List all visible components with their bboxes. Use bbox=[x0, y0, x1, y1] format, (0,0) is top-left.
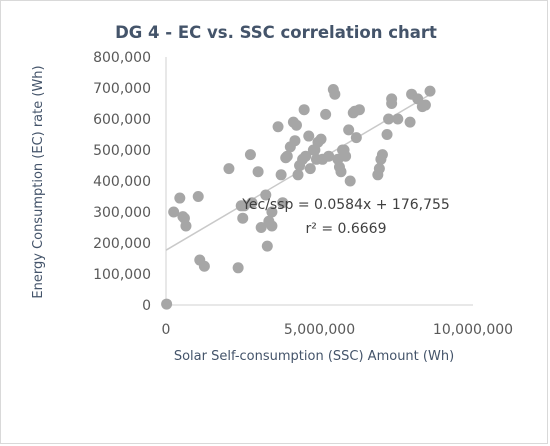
data-point bbox=[277, 197, 289, 209]
y-tick-label: 100,000 bbox=[93, 267, 151, 283]
data-point bbox=[300, 150, 312, 162]
data-point bbox=[353, 104, 365, 116]
chart-title: DG 4 - EC vs. SSC correlation chart bbox=[115, 23, 437, 42]
y-tick-label: 0 bbox=[142, 298, 151, 314]
data-point bbox=[329, 88, 341, 100]
data-point bbox=[266, 206, 278, 218]
y-tick-label: 300,000 bbox=[93, 205, 151, 221]
x-tick-label: 10,000,000 bbox=[433, 322, 513, 338]
data-point bbox=[261, 240, 273, 252]
data-point bbox=[383, 113, 395, 125]
x-tick-label: 5,000,000 bbox=[284, 322, 355, 338]
data-point bbox=[244, 149, 256, 161]
data-point bbox=[198, 260, 210, 272]
data-point bbox=[340, 150, 352, 162]
data-point bbox=[290, 119, 302, 131]
data-point bbox=[392, 113, 404, 125]
data-point bbox=[192, 191, 204, 202]
data-point bbox=[281, 150, 293, 162]
y-tick-label: 800,000 bbox=[93, 50, 151, 66]
data-point bbox=[376, 149, 388, 161]
data-point bbox=[168, 206, 180, 218]
data-point bbox=[404, 116, 416, 128]
data-point bbox=[237, 212, 249, 224]
data-point bbox=[161, 298, 173, 310]
data-point bbox=[344, 175, 356, 187]
data-point bbox=[323, 150, 335, 162]
data-point bbox=[298, 104, 310, 116]
points-layer bbox=[161, 84, 436, 310]
data-point bbox=[335, 166, 347, 178]
data-point bbox=[223, 163, 235, 175]
data-point bbox=[320, 108, 332, 120]
data-point bbox=[275, 169, 287, 181]
data-point bbox=[266, 220, 278, 232]
data-point bbox=[419, 99, 431, 111]
data-point bbox=[424, 85, 436, 97]
data-point bbox=[343, 124, 355, 136]
data-point bbox=[292, 169, 304, 181]
data-point bbox=[350, 132, 362, 144]
data-point bbox=[232, 262, 244, 274]
y-tick-label: 200,000 bbox=[93, 236, 151, 252]
y-tick-label: 600,000 bbox=[93, 112, 151, 128]
x-tick-label: 0 bbox=[162, 322, 171, 338]
data-point bbox=[174, 192, 186, 204]
data-point bbox=[304, 163, 316, 175]
trendline-equation: Yec/ssp = 0.0584x + 176,755 bbox=[241, 197, 450, 213]
y-tick-label: 500,000 bbox=[93, 143, 151, 159]
data-point bbox=[260, 189, 272, 201]
data-point bbox=[303, 130, 315, 142]
tick-labels-layer: 0 100,000 200,000 300,000 400,000 500,000 600,… bbox=[93, 50, 513, 338]
data-point bbox=[373, 163, 385, 175]
y-tick-label: 400,000 bbox=[93, 174, 151, 190]
data-point bbox=[178, 212, 190, 224]
data-point bbox=[246, 197, 258, 209]
x-axis-title: Solar Self-consumption (SSC) Amount (Wh) bbox=[174, 349, 454, 364]
axes-layer bbox=[165, 57, 473, 306]
data-point bbox=[381, 129, 393, 140]
y-tick-label: 700,000 bbox=[93, 81, 151, 97]
data-point bbox=[255, 222, 267, 233]
r-squared-label: r² = 0.6669 bbox=[306, 221, 387, 237]
y-axis-title: Energy Consumption (EC) rate (Wh) bbox=[31, 65, 46, 298]
data-point bbox=[315, 133, 327, 145]
data-point bbox=[252, 166, 264, 178]
data-point bbox=[289, 135, 301, 147]
data-point bbox=[386, 93, 398, 105]
data-point bbox=[272, 121, 284, 133]
